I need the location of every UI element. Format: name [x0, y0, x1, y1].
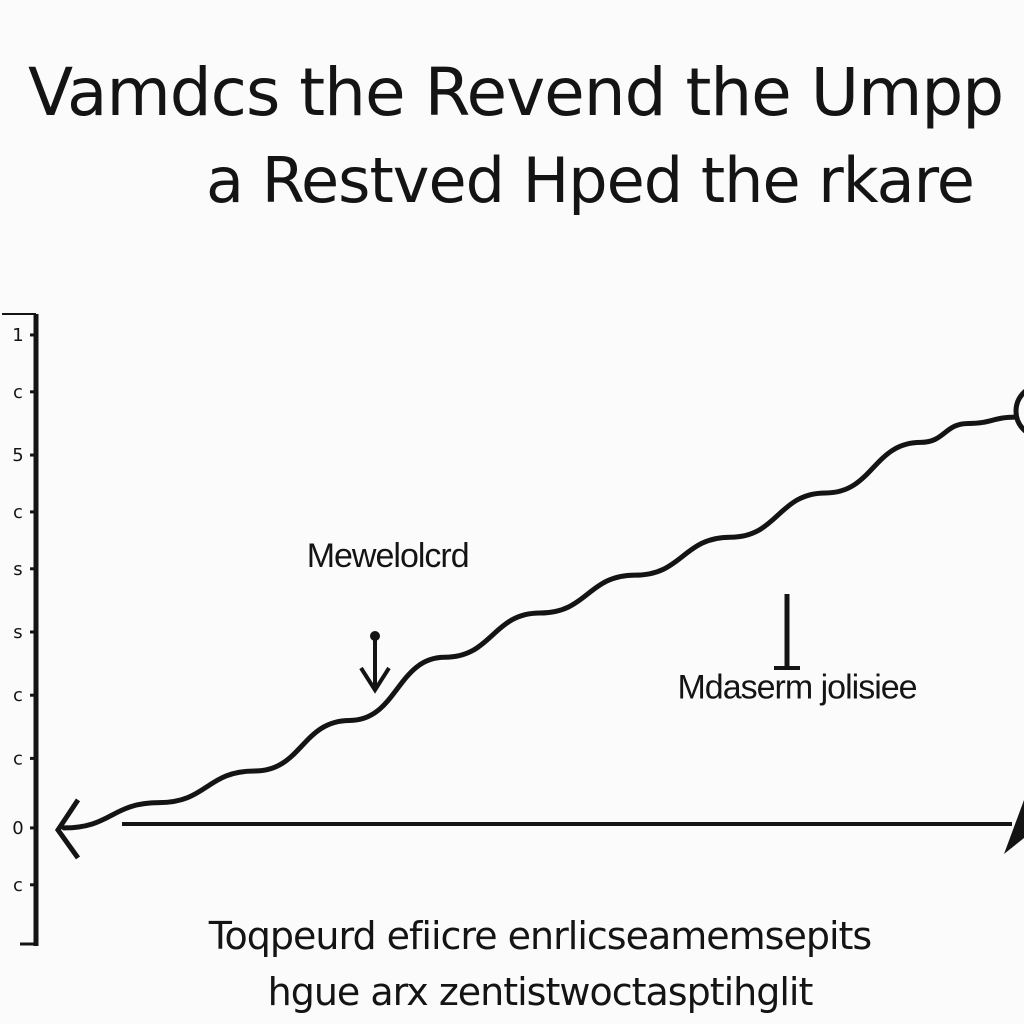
data-point-4: [349, 719, 351, 721]
x-axis-right-arrow: [1004, 800, 1024, 854]
y-tick-label-10: 1: [12, 325, 23, 346]
data-point-9: [825, 492, 827, 494]
chart-caption: Toqpeurd efiicre enrlicseamemsepits hgue…: [100, 908, 980, 1020]
x-axis: [122, 800, 1024, 854]
caption-line-2: hgue arx zentistwoctasptihglit: [267, 970, 814, 1014]
data-point-10: [920, 441, 922, 443]
y-tick-label-4: c: [13, 685, 23, 706]
chart-title-line-2: a Restved Hped the rkare: [206, 144, 975, 217]
y-tick-label-3: c: [13, 748, 23, 769]
annotations: Mewelolcrd Mdaserm jolisiee: [307, 537, 918, 707]
data-point-7: [634, 574, 636, 576]
y-tick-label-9: c: [13, 382, 23, 403]
data-point-8: [729, 536, 731, 538]
y-tick-label-7: c: [13, 502, 23, 523]
annotation-1-arrow-head: [359, 666, 391, 694]
data-point-1: [63, 827, 65, 829]
series-end-marker: [1013, 389, 1024, 434]
caption-line-1: Toqpeurd efiicre enrlicseamemsepits: [208, 914, 872, 958]
annotation-label-2: Mdaserm jolisiee: [677, 668, 916, 706]
series-line-1: [61, 414, 1019, 831]
data-point-6: [539, 612, 541, 614]
data-point-11: [967, 422, 969, 424]
series-start-arrow: [54, 798, 81, 860]
annotation-label-1: Mewelolcrd: [307, 537, 469, 575]
y-tick-label-8: 5: [12, 445, 23, 466]
data-point-3: [253, 770, 255, 772]
y-tick-label-2: 0: [12, 818, 23, 839]
data-point-2: [158, 802, 160, 804]
y-tick-label-5: s: [13, 622, 22, 643]
data-point-12: [1015, 416, 1017, 418]
series-group: [54, 389, 1024, 860]
y-tick-label-6: s: [13, 559, 22, 580]
chart-title-line-1: Vamdcs the Revend the Umpp: [28, 54, 1004, 131]
y-tick-label-1: c: [13, 875, 23, 896]
y-axis: c 0 c c s s c 5 c 1: [2, 313, 39, 946]
data-point-5: [444, 656, 446, 658]
